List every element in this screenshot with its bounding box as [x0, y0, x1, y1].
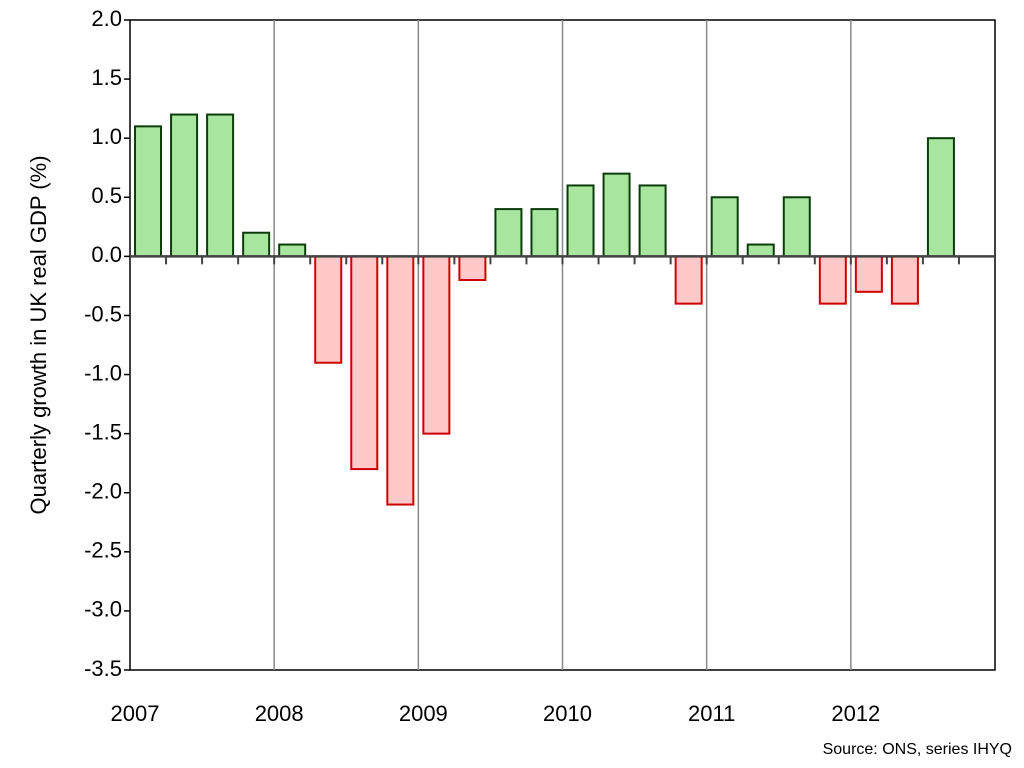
bar: [242, 231, 271, 258]
bar: [314, 255, 343, 364]
bar: [170, 113, 199, 258]
bar: [530, 208, 559, 258]
x-tick-label: 2008: [255, 701, 304, 726]
bar: [566, 184, 595, 258]
bar: [818, 255, 847, 305]
bar: [602, 172, 631, 258]
y-tick-label: -1.0: [84, 360, 122, 385]
y-tick-label: 1.0: [91, 124, 122, 149]
bar: [422, 255, 451, 435]
y-tick-label: -2.5: [84, 538, 122, 563]
bar: [134, 125, 163, 258]
bar: [746, 243, 775, 258]
y-tick-label: -0.5: [84, 301, 122, 326]
x-tick-label: 2011: [688, 701, 735, 726]
y-axis-label: Quarterly growth in UK real GDP (%): [26, 155, 51, 514]
x-tick-label: 2012: [831, 701, 880, 726]
bar: [458, 255, 487, 282]
y-tick-label: -3.5: [84, 656, 122, 681]
y-tick-label: 0.5: [91, 183, 122, 208]
bar: [710, 196, 739, 258]
bar: [638, 184, 667, 258]
y-tick-label: -1.5: [84, 419, 122, 444]
x-tick-label: 2009: [399, 701, 448, 726]
bar: [494, 208, 523, 258]
bar: [350, 255, 379, 471]
x-tick-label: 2010: [543, 701, 592, 726]
x-tick-label: 2007: [111, 701, 160, 726]
bar: [926, 137, 955, 258]
y-tick-label: -2.0: [84, 479, 122, 504]
bar: [386, 255, 415, 506]
y-tick-label: 0.0: [91, 242, 122, 267]
bar: [854, 255, 883, 293]
bar: [278, 243, 307, 258]
bar: [782, 196, 811, 258]
bar: [890, 255, 919, 305]
bar: [206, 113, 235, 258]
bar: [674, 255, 703, 305]
y-tick-label: -3.0: [84, 597, 122, 622]
y-tick-label: 2.0: [91, 6, 122, 31]
source-note: Source: ONS, series IHYQ: [823, 741, 1012, 758]
y-tick-label: 1.5: [91, 65, 122, 90]
